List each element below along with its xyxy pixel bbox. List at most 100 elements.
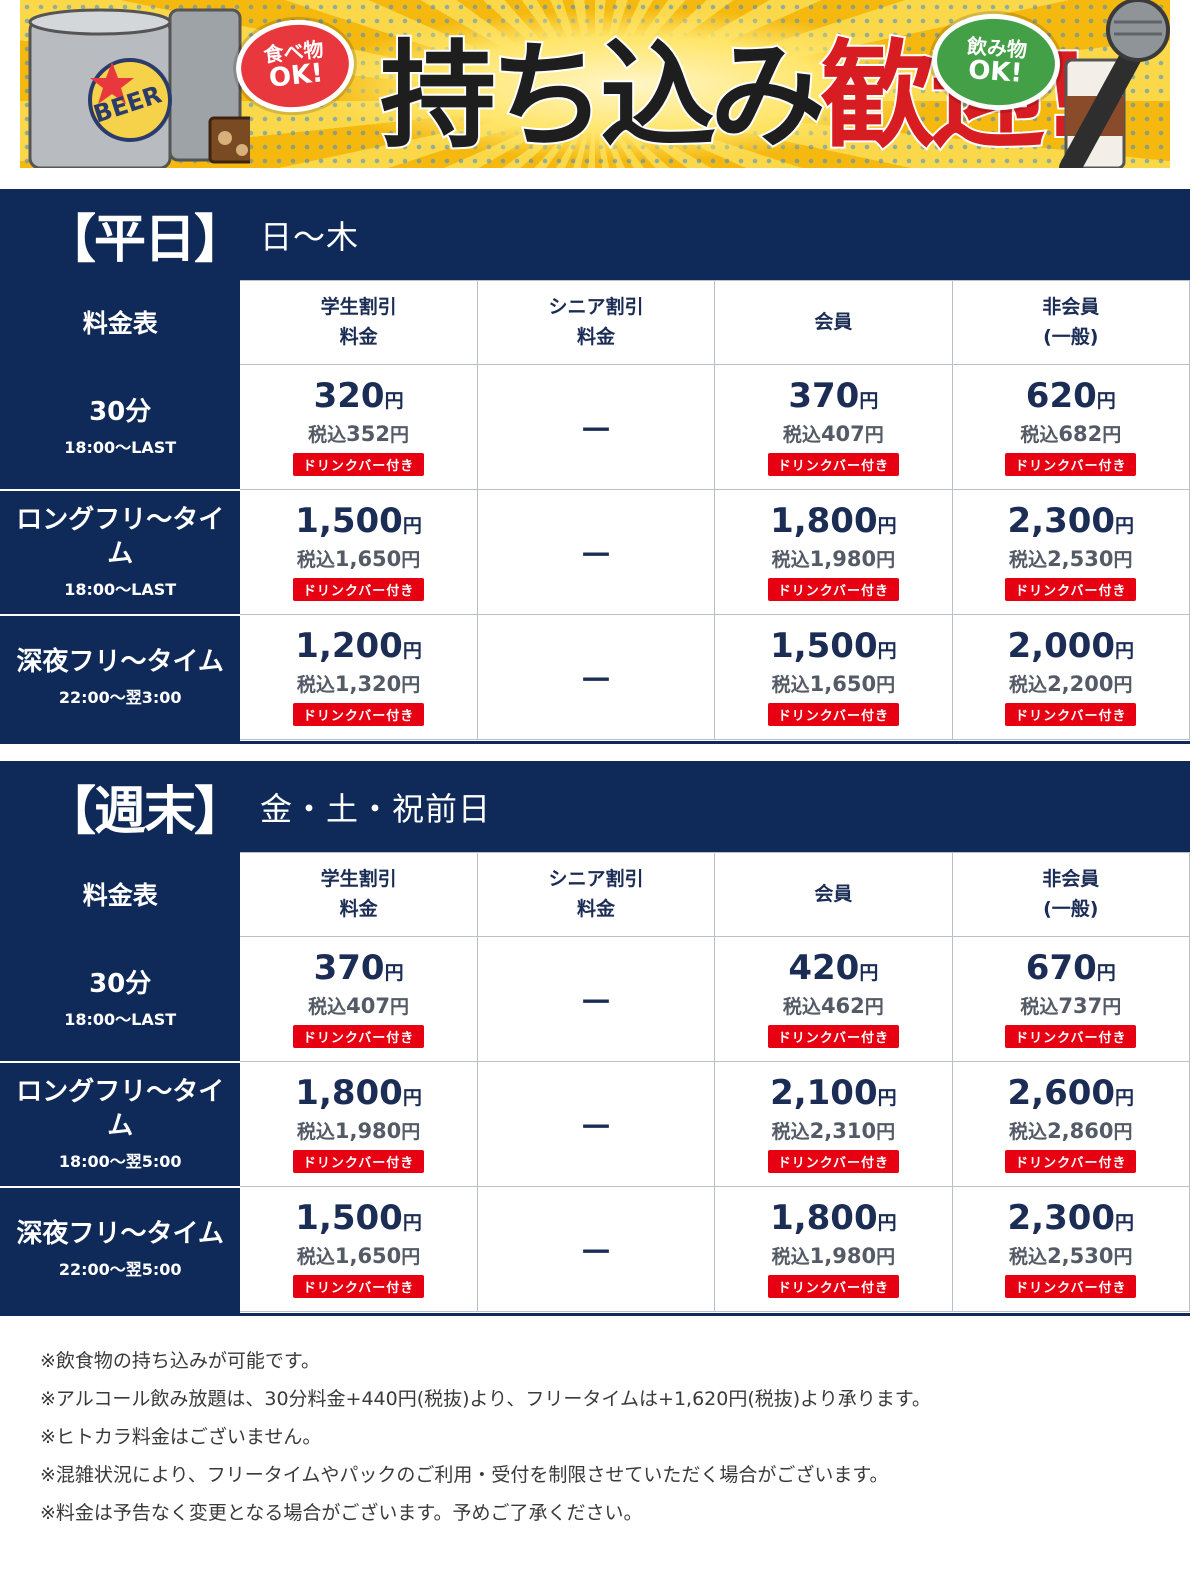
weekend-price-table: 料金表 学生割引 料金 シニア割引 料金 会員 非会員 (一般) 30分 18:0… — [0, 852, 1191, 1313]
drinkbar-badge: ドリンクバー付き — [767, 577, 900, 601]
yen-unit: 円 — [876, 1245, 896, 1268]
price-amount: 1,800円 — [715, 503, 951, 540]
column-senior: シニア割引 料金 — [476, 280, 716, 365]
plan-cell: 30分 18:00～LAST — [0, 364, 241, 491]
table-row: 30分 18:00～LAST 370円 税込407円 ドリンクバー付き－ 420円 税込46… — [0, 936, 1191, 1063]
beer-can-illustration: BEER — [28, 8, 250, 168]
tax-included-price: 税込737円 — [953, 992, 1189, 1019]
tax-prefix: 税込 — [1020, 423, 1059, 446]
drinkbar-badge: ドリンクバー付き — [767, 1024, 900, 1048]
not-available-dash: － — [578, 982, 613, 1023]
table-row: 30分 18:00～LAST 320円 税込352円 ドリンクバー付き－ 370円 税込40… — [0, 364, 1191, 491]
yen-unit: 円 — [402, 640, 422, 663]
nonmember-price-cell: 2,600円 税込2,860円 ドリンクバー付き — [951, 1061, 1191, 1187]
weekday-days: 日～木 — [260, 217, 360, 256]
plan-hours: 18:00～翌5:00 — [58, 1151, 182, 1171]
price-value: 2,300 — [1007, 1198, 1116, 1239]
tax-value: 352 — [346, 421, 390, 446]
tax-value: 2,860 — [1047, 1118, 1114, 1143]
senior-price-cell: － — [476, 936, 716, 1062]
drinkbar-badge: ドリンクバー付き — [1005, 1024, 1137, 1048]
price-value: 2,000 — [1007, 626, 1116, 667]
member-price-cell: 1,500円 税込1,650円 ドリンクバー付き — [714, 614, 953, 740]
tax-prefix: 税込 — [1009, 1245, 1048, 1268]
tax-prefix: 税込 — [296, 673, 335, 696]
price-value: 370 — [788, 376, 860, 417]
senior-price-cell: － — [476, 1186, 716, 1312]
note-item: ※飲食物の持ち込みが可能です。 — [40, 1350, 321, 1372]
tax-included-price: 税込2,310円 — [715, 1117, 951, 1144]
yen-unit: 円 — [1096, 962, 1116, 985]
weekday-price-table: 料金表 学生割引 料金 シニア割引 料金 会員 非会員 (一般) 30分 18:0… — [0, 280, 1191, 741]
food-bubble-line2: OK! — [267, 58, 325, 94]
drinkbar-badge: ドリンクバー付き — [767, 1149, 900, 1173]
plan-cell: ロングフリ～タイム 18:00～LAST — [0, 489, 241, 616]
tax-value: 2,200 — [1047, 671, 1114, 696]
not-available-dash: － — [578, 535, 613, 576]
price-value: 2,100 — [770, 1073, 878, 1114]
tax-value: 2,530 — [1047, 1243, 1114, 1268]
table-header-row: 料金表 学生割引 料金 シニア割引 料金 会員 非会員 (一般) — [0, 852, 1191, 938]
drinkbar-badge: ドリンクバー付き — [292, 1149, 425, 1173]
yen-unit: 円 — [384, 962, 404, 985]
price-value: 320 — [313, 376, 385, 417]
price-amount: 370円 — [715, 378, 951, 415]
drinkbar-badge: ドリンクバー付き — [767, 1274, 900, 1298]
drinkbar-badge: ドリンクバー付き — [292, 577, 425, 601]
promo-banner: BEER 食べ物 OK! 持ち込み歓迎! 飲み物 OK! — [20, 0, 1170, 168]
senior-price-cell: － — [476, 489, 716, 615]
yen-unit: 円 — [877, 515, 897, 538]
yen-unit: 円 — [1102, 423, 1122, 446]
price-amount: 1,500円 — [240, 1200, 476, 1237]
weekday-price-section: 【平日】 日～木 料金表 学生割引 料金 シニア割引 料金 会員 非会員 (一般… — [0, 189, 1191, 744]
yen-unit: 円 — [1113, 673, 1133, 696]
drinkbar-badge: ドリンクバー付き — [292, 1024, 425, 1048]
tax-prefix: 税込 — [1009, 1120, 1048, 1143]
tax-prefix: 税込 — [1009, 673, 1048, 696]
price-amount: 370円 — [240, 950, 476, 987]
drinkbar-badge: ドリンクバー付き — [1005, 577, 1137, 601]
tax-included-price: 税込1,650円 — [715, 670, 951, 697]
tax-prefix: 税込 — [296, 548, 335, 571]
table-frame-bottom — [0, 1312, 1190, 1316]
column-student: 学生割引 料金 — [239, 280, 478, 365]
yen-unit: 円 — [859, 390, 879, 413]
tax-included-price: 税込407円 — [240, 992, 476, 1019]
price-amount: 1,500円 — [240, 503, 476, 540]
tax-value: 1,980 — [809, 546, 877, 571]
plan-cell: 深夜フリ～タイム 22:00～翌3:00 — [0, 614, 241, 741]
column-member: 会員 — [714, 280, 953, 365]
table-row: ロングフリ～タイム 18:00～翌5:00 1,800円 税込1,980円 ドリンクバー… — [0, 1061, 1191, 1188]
tax-value: 1,980 — [334, 1118, 402, 1143]
tax-value: 462 — [820, 993, 865, 1018]
tax-prefix: 税込 — [782, 995, 821, 1018]
tax-included-price: 税込2,530円 — [953, 1242, 1189, 1269]
price-value: 670 — [1025, 948, 1097, 989]
table-frame-bottom — [0, 740, 1190, 744]
price-amount: 320円 — [240, 378, 476, 415]
price-value: 1,500 — [770, 626, 878, 667]
drinkbar-badge: ドリンクバー付き — [292, 452, 425, 476]
plan-name: ロングフリ～タイム — [16, 505, 225, 569]
not-available-dash: － — [578, 1232, 613, 1273]
not-available-dash: － — [578, 410, 613, 451]
tax-value: 1,650 — [334, 546, 402, 571]
tax-prefix: 税込 — [771, 673, 810, 696]
price-value: 1,800 — [770, 1198, 878, 1239]
price-value: 1,500 — [295, 1198, 403, 1239]
plan-cell: 深夜フリ～タイム 22:00～翌5:00 — [0, 1186, 241, 1313]
price-amount: 1,800円 — [240, 1075, 476, 1112]
tax-prefix: 税込 — [782, 423, 821, 446]
tax-value: 1,650 — [334, 1243, 402, 1268]
tax-prefix: 税込 — [308, 423, 347, 446]
nonmember-price-cell: 620円 税込682円 ドリンクバー付き — [951, 364, 1191, 490]
tax-prefix: 税込 — [1009, 548, 1048, 571]
weekend-title: 【週末】 — [44, 782, 246, 842]
column-student: 学生割引 料金 — [239, 852, 478, 937]
tax-included-price: 税込2,860円 — [953, 1117, 1189, 1144]
weekend-days: 金・土・祝前日 — [260, 789, 492, 828]
yen-unit: 円 — [876, 548, 896, 571]
price-amount: 2,600円 — [953, 1075, 1189, 1112]
notes-list: ※飲食物の持ち込みが可能です。 ※アルコール飲み放題は、30分料金+440円(税抜… — [40, 1342, 1170, 1532]
senior-price-cell: － — [476, 1061, 716, 1187]
